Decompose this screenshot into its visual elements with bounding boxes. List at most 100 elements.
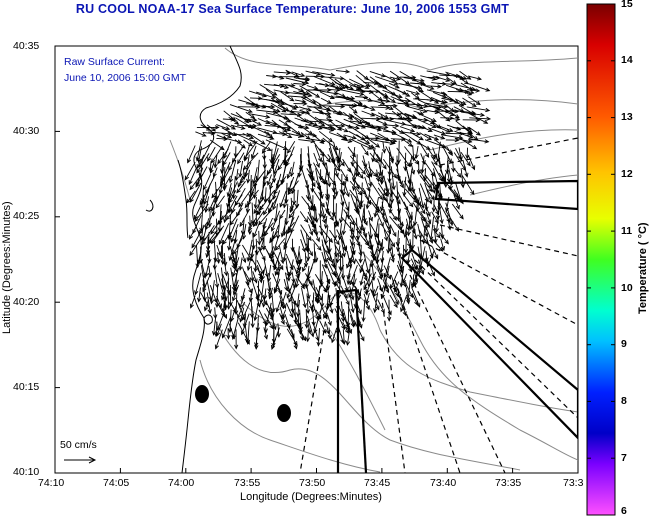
current-vector — [368, 217, 372, 239]
current-vector — [382, 225, 395, 247]
current-vector — [402, 273, 408, 284]
current-vector — [340, 301, 344, 322]
current-vector-head — [207, 309, 212, 315]
current-vector — [253, 210, 265, 227]
current-vector-head — [290, 228, 295, 234]
current-vector — [433, 124, 450, 133]
current-vector-head — [195, 263, 200, 269]
current-vector — [209, 285, 217, 303]
current-vector-head — [270, 313, 275, 319]
current-vector-head — [253, 278, 258, 284]
current-vector-head — [386, 225, 392, 231]
current-vector — [426, 89, 447, 96]
current-vector-head — [311, 99, 317, 104]
current-vector-head — [421, 160, 426, 165]
current-vector — [377, 223, 380, 246]
current-vector-head — [300, 284, 305, 290]
current-vector — [305, 243, 313, 256]
current-vector-head — [335, 87, 341, 93]
current-vector-head — [359, 83, 365, 89]
current-vector — [237, 106, 260, 108]
current-vector — [402, 193, 414, 207]
current-vector — [273, 159, 280, 175]
current-vector — [272, 110, 291, 123]
current-vector — [251, 281, 259, 301]
current-vector-head — [338, 266, 343, 272]
current-vector — [294, 99, 306, 103]
current-vector-head — [392, 173, 397, 179]
current-vector — [348, 278, 357, 298]
current-vector — [407, 279, 411, 302]
current-vector — [229, 104, 253, 113]
current-vector-head — [460, 183, 465, 189]
current-vector-head — [197, 259, 202, 265]
current-vector-head — [358, 258, 363, 264]
current-vector — [238, 187, 254, 207]
current-vector-head — [358, 323, 363, 329]
current-vector — [389, 294, 398, 308]
current-vector-head — [468, 134, 474, 139]
current-vector — [403, 139, 413, 147]
current-vector-head — [418, 105, 424, 110]
current-vector — [468, 83, 490, 92]
current-vector — [441, 134, 463, 139]
current-vector-head — [263, 334, 269, 340]
current-vector — [326, 258, 336, 276]
current-vector — [377, 132, 396, 144]
current-vector-head — [365, 300, 370, 305]
current-vector — [265, 120, 277, 125]
colorbar — [586, 3, 616, 516]
current-vector — [383, 130, 396, 133]
current-vector-head — [336, 159, 341, 165]
current-vector — [327, 124, 345, 127]
current-vector — [287, 167, 292, 179]
current-vector — [362, 155, 367, 168]
current-vector — [437, 197, 440, 220]
current-vector — [312, 124, 336, 130]
current-vector-head — [361, 317, 366, 323]
current-vector — [418, 125, 433, 132]
current-vector — [347, 302, 350, 327]
current-vector — [281, 291, 287, 306]
current-vector-head — [191, 243, 196, 249]
current-vector — [251, 306, 254, 328]
current-vector — [314, 231, 320, 242]
current-vector — [249, 139, 272, 151]
current-vector-head — [471, 102, 477, 107]
current-vector — [195, 131, 206, 137]
current-vector-head — [232, 272, 237, 278]
current-vector — [460, 152, 471, 166]
current-vector-head — [232, 296, 237, 302]
current-vector-head — [306, 107, 312, 112]
current-vector — [346, 250, 352, 268]
current-vector-head — [391, 98, 396, 103]
current-vector-head — [280, 232, 285, 238]
current-vector-head — [325, 171, 330, 177]
current-vector — [438, 172, 446, 183]
current-vector — [427, 127, 446, 135]
current-vector-head — [225, 215, 231, 221]
current-vector-head — [424, 225, 429, 231]
current-vector — [271, 210, 281, 232]
current-vector — [206, 292, 211, 314]
current-vector-head — [302, 267, 306, 273]
current-vector-head — [304, 323, 309, 329]
current-vector — [216, 285, 219, 308]
current-vector — [409, 131, 424, 141]
current-vector — [417, 259, 424, 275]
current-vector — [298, 78, 310, 80]
current-vector — [306, 293, 309, 314]
current-vector — [435, 216, 440, 233]
current-vector-head — [247, 108, 253, 114]
current-vector — [258, 210, 271, 225]
current-vector — [293, 90, 312, 97]
current-vector — [266, 271, 271, 292]
current-vector — [221, 308, 227, 319]
current-vector-head — [459, 102, 465, 107]
current-vector-head — [351, 259, 356, 265]
current-vector-head — [441, 130, 446, 135]
current-vector-head — [211, 127, 217, 132]
current-vector-head — [246, 178, 251, 184]
current-vector-head — [414, 154, 419, 160]
current-vector-head — [245, 339, 251, 345]
